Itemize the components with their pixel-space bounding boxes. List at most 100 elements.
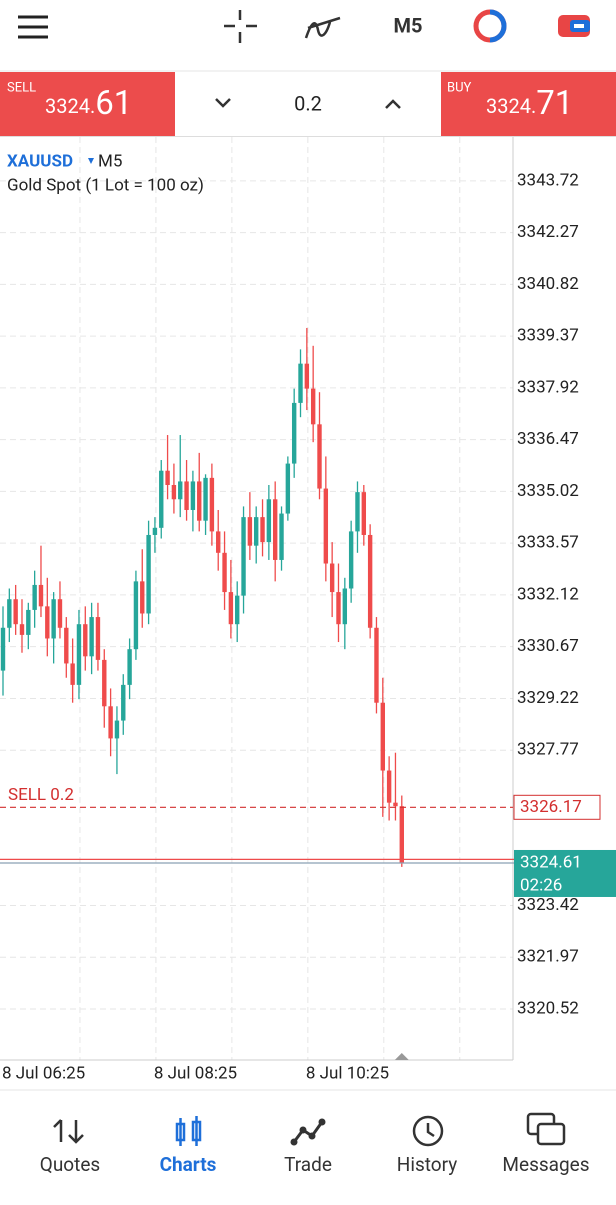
y-tick-label: 3335.02 [517, 481, 579, 501]
y-tick-label: 3336.47 [517, 429, 579, 449]
y-tick-label: 3321.97 [517, 947, 579, 967]
candle-body [57, 599, 63, 628]
trade-button[interactable] [558, 15, 590, 37]
nav-charts[interactable]: Charts [160, 1116, 217, 1176]
candle-body [361, 492, 367, 535]
y-tick-label: 3330.67 [517, 636, 579, 656]
candle-body [222, 552, 227, 593]
candle-body [298, 363, 303, 403]
nav-trade[interactable]: Trade [284, 1118, 332, 1177]
indicators-button[interactable] [304, 16, 341, 39]
y-tick-label: 3333.57 [517, 533, 579, 553]
candle-body [386, 770, 392, 803]
symbol[interactable]: XAUUSD [7, 151, 73, 171]
sell-price-big: 61 [95, 84, 132, 123]
nav-label: Quotes [40, 1153, 100, 1176]
candle-body [26, 609, 31, 635]
sell-button[interactable]: SELL 3324.61 [0, 72, 175, 136]
candle-body [95, 617, 101, 660]
lot-size[interactable]: 0.2 [294, 91, 322, 115]
candle-body [133, 581, 139, 650]
sell-price: 3324.61 [45, 84, 132, 123]
nav-quotes[interactable]: Quotes [40, 1119, 100, 1176]
candle-body [45, 606, 50, 639]
y-tick-label: 3340.82 [517, 274, 579, 294]
buy-button[interactable]: BUY 3324.71 [441, 72, 616, 136]
candle-body [178, 481, 183, 500]
candle-body [235, 595, 240, 625]
candle-body [216, 531, 221, 553]
lot-decrease[interactable] [215, 98, 231, 108]
buy-label: BUY [447, 80, 472, 95]
y-tick-label: 3342.27 [517, 222, 579, 242]
candle-body [197, 481, 202, 521]
candle-body [108, 706, 113, 739]
symbol-description: Gold Spot (1 Lot = 100 oz) [7, 175, 204, 195]
menu-button[interactable] [18, 15, 48, 39]
order-price: 3326.17 [520, 797, 582, 817]
nav-history[interactable]: History [397, 1115, 457, 1176]
y-tick-label: 3337.92 [517, 377, 579, 397]
candle-body [190, 481, 196, 510]
candle-body [260, 517, 265, 543]
chart-timeframe: M5 [98, 151, 122, 171]
nav-label: Charts [160, 1153, 217, 1176]
candle-body [152, 527, 158, 535]
candle-body [272, 499, 278, 560]
y-tick-label: 3327.77 [517, 740, 579, 760]
candle-body [171, 484, 177, 500]
candle-body [127, 649, 132, 685]
crosshair-button[interactable] [224, 10, 257, 43]
one-click-button[interactable] [473, 9, 507, 43]
candle-body [159, 470, 164, 528]
candle-body [7, 599, 12, 628]
candle-body [76, 624, 82, 685]
candle-body [348, 531, 354, 589]
candle-body [165, 470, 170, 485]
candle-body [329, 563, 335, 593]
buy-price: 3324.71 [486, 84, 573, 123]
y-tick-label: 3329.22 [517, 688, 579, 708]
candle-body [146, 534, 151, 614]
candle-body [184, 481, 189, 510]
candle-body [399, 806, 404, 863]
symbol-dropdown[interactable] [88, 158, 94, 164]
nav-label: History [397, 1153, 457, 1176]
candle-body [228, 592, 234, 625]
candle-body [285, 463, 291, 514]
candle-body [367, 534, 373, 628]
candle-body [355, 492, 360, 532]
candle-body [83, 624, 88, 657]
scroll-marker [394, 1053, 409, 1060]
candle-body [279, 513, 284, 560]
sell-label: SELL [7, 80, 36, 95]
candle-body [0, 627, 6, 671]
candle-body [254, 517, 259, 546]
candle-body [393, 802, 398, 807]
candle-body [64, 627, 69, 664]
lot-increase[interactable] [385, 99, 401, 109]
bid-box [514, 849, 616, 897]
candle-body [342, 588, 348, 625]
candle-body [317, 424, 322, 489]
candle-body [374, 627, 379, 703]
candle-body [13, 599, 18, 625]
x-tick-label: 8 Jul 10:25 [306, 1063, 389, 1083]
sell-price-small: 3324. [45, 94, 95, 118]
candle-body [140, 581, 145, 614]
y-tick-label: 3343.72 [517, 170, 579, 190]
candle-body [102, 659, 107, 707]
candle-body [266, 499, 272, 543]
nav-messages[interactable]: Messages [502, 1112, 590, 1176]
timeframe-button[interactable]: M5 [394, 13, 423, 37]
bid-price: 3324.61 [520, 852, 582, 872]
candle-body [114, 720, 120, 739]
countdown: 02:26 [520, 875, 562, 895]
candle-body [209, 477, 215, 532]
y-tick-label: 3332.12 [517, 584, 579, 604]
candle-body [336, 592, 341, 625]
buy-price-small: 3324. [486, 94, 536, 118]
nav-label: Trade [284, 1153, 332, 1176]
